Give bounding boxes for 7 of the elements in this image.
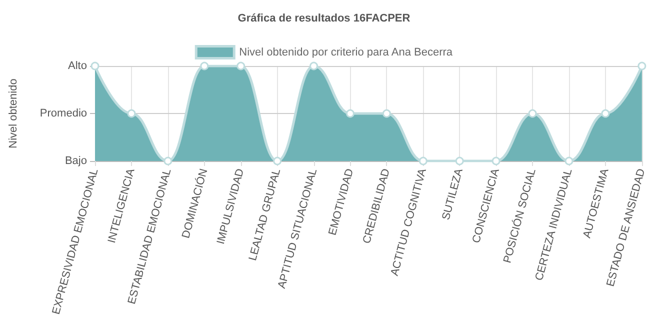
legend-label: Nivel obtenido por criterio para Ana Becerra <box>239 46 454 58</box>
category-label: Promedio <box>40 108 87 120</box>
chart-title: Gráfica de resultados 16FACPER <box>238 12 410 24</box>
y-axis-title: Nivel obtenido <box>8 78 20 148</box>
category-label: Bajo <box>64 155 87 167</box>
x-tick-label: LEALTAD GRUPAL <box>246 167 284 262</box>
category-label: Alto <box>68 60 87 72</box>
